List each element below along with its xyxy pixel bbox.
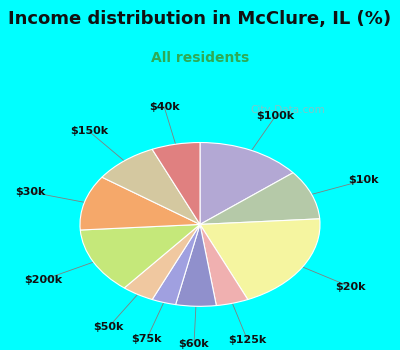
Text: $10k: $10k [348,175,379,186]
Text: City-Data.com: City-Data.com [251,105,325,115]
Wedge shape [80,224,200,288]
Text: $125k: $125k [228,335,267,345]
Wedge shape [176,224,216,306]
Text: $100k: $100k [256,111,295,121]
Wedge shape [80,177,200,230]
Text: Income distribution in McClure, IL (%): Income distribution in McClure, IL (%) [8,10,392,28]
Text: $30k: $30k [15,187,46,197]
Wedge shape [102,149,200,224]
Text: $200k: $200k [25,275,63,285]
Text: All residents: All residents [151,51,249,65]
Wedge shape [152,142,200,224]
Text: $150k: $150k [70,126,108,136]
Text: $75k: $75k [132,334,162,344]
Wedge shape [152,224,200,304]
Text: $50k: $50k [93,322,124,332]
Wedge shape [200,173,320,224]
Wedge shape [200,219,320,300]
Text: $60k: $60k [179,340,209,349]
Wedge shape [124,224,200,300]
Wedge shape [200,224,248,306]
Wedge shape [200,142,293,224]
Text: $20k: $20k [335,282,366,292]
Text: $40k: $40k [149,102,180,112]
